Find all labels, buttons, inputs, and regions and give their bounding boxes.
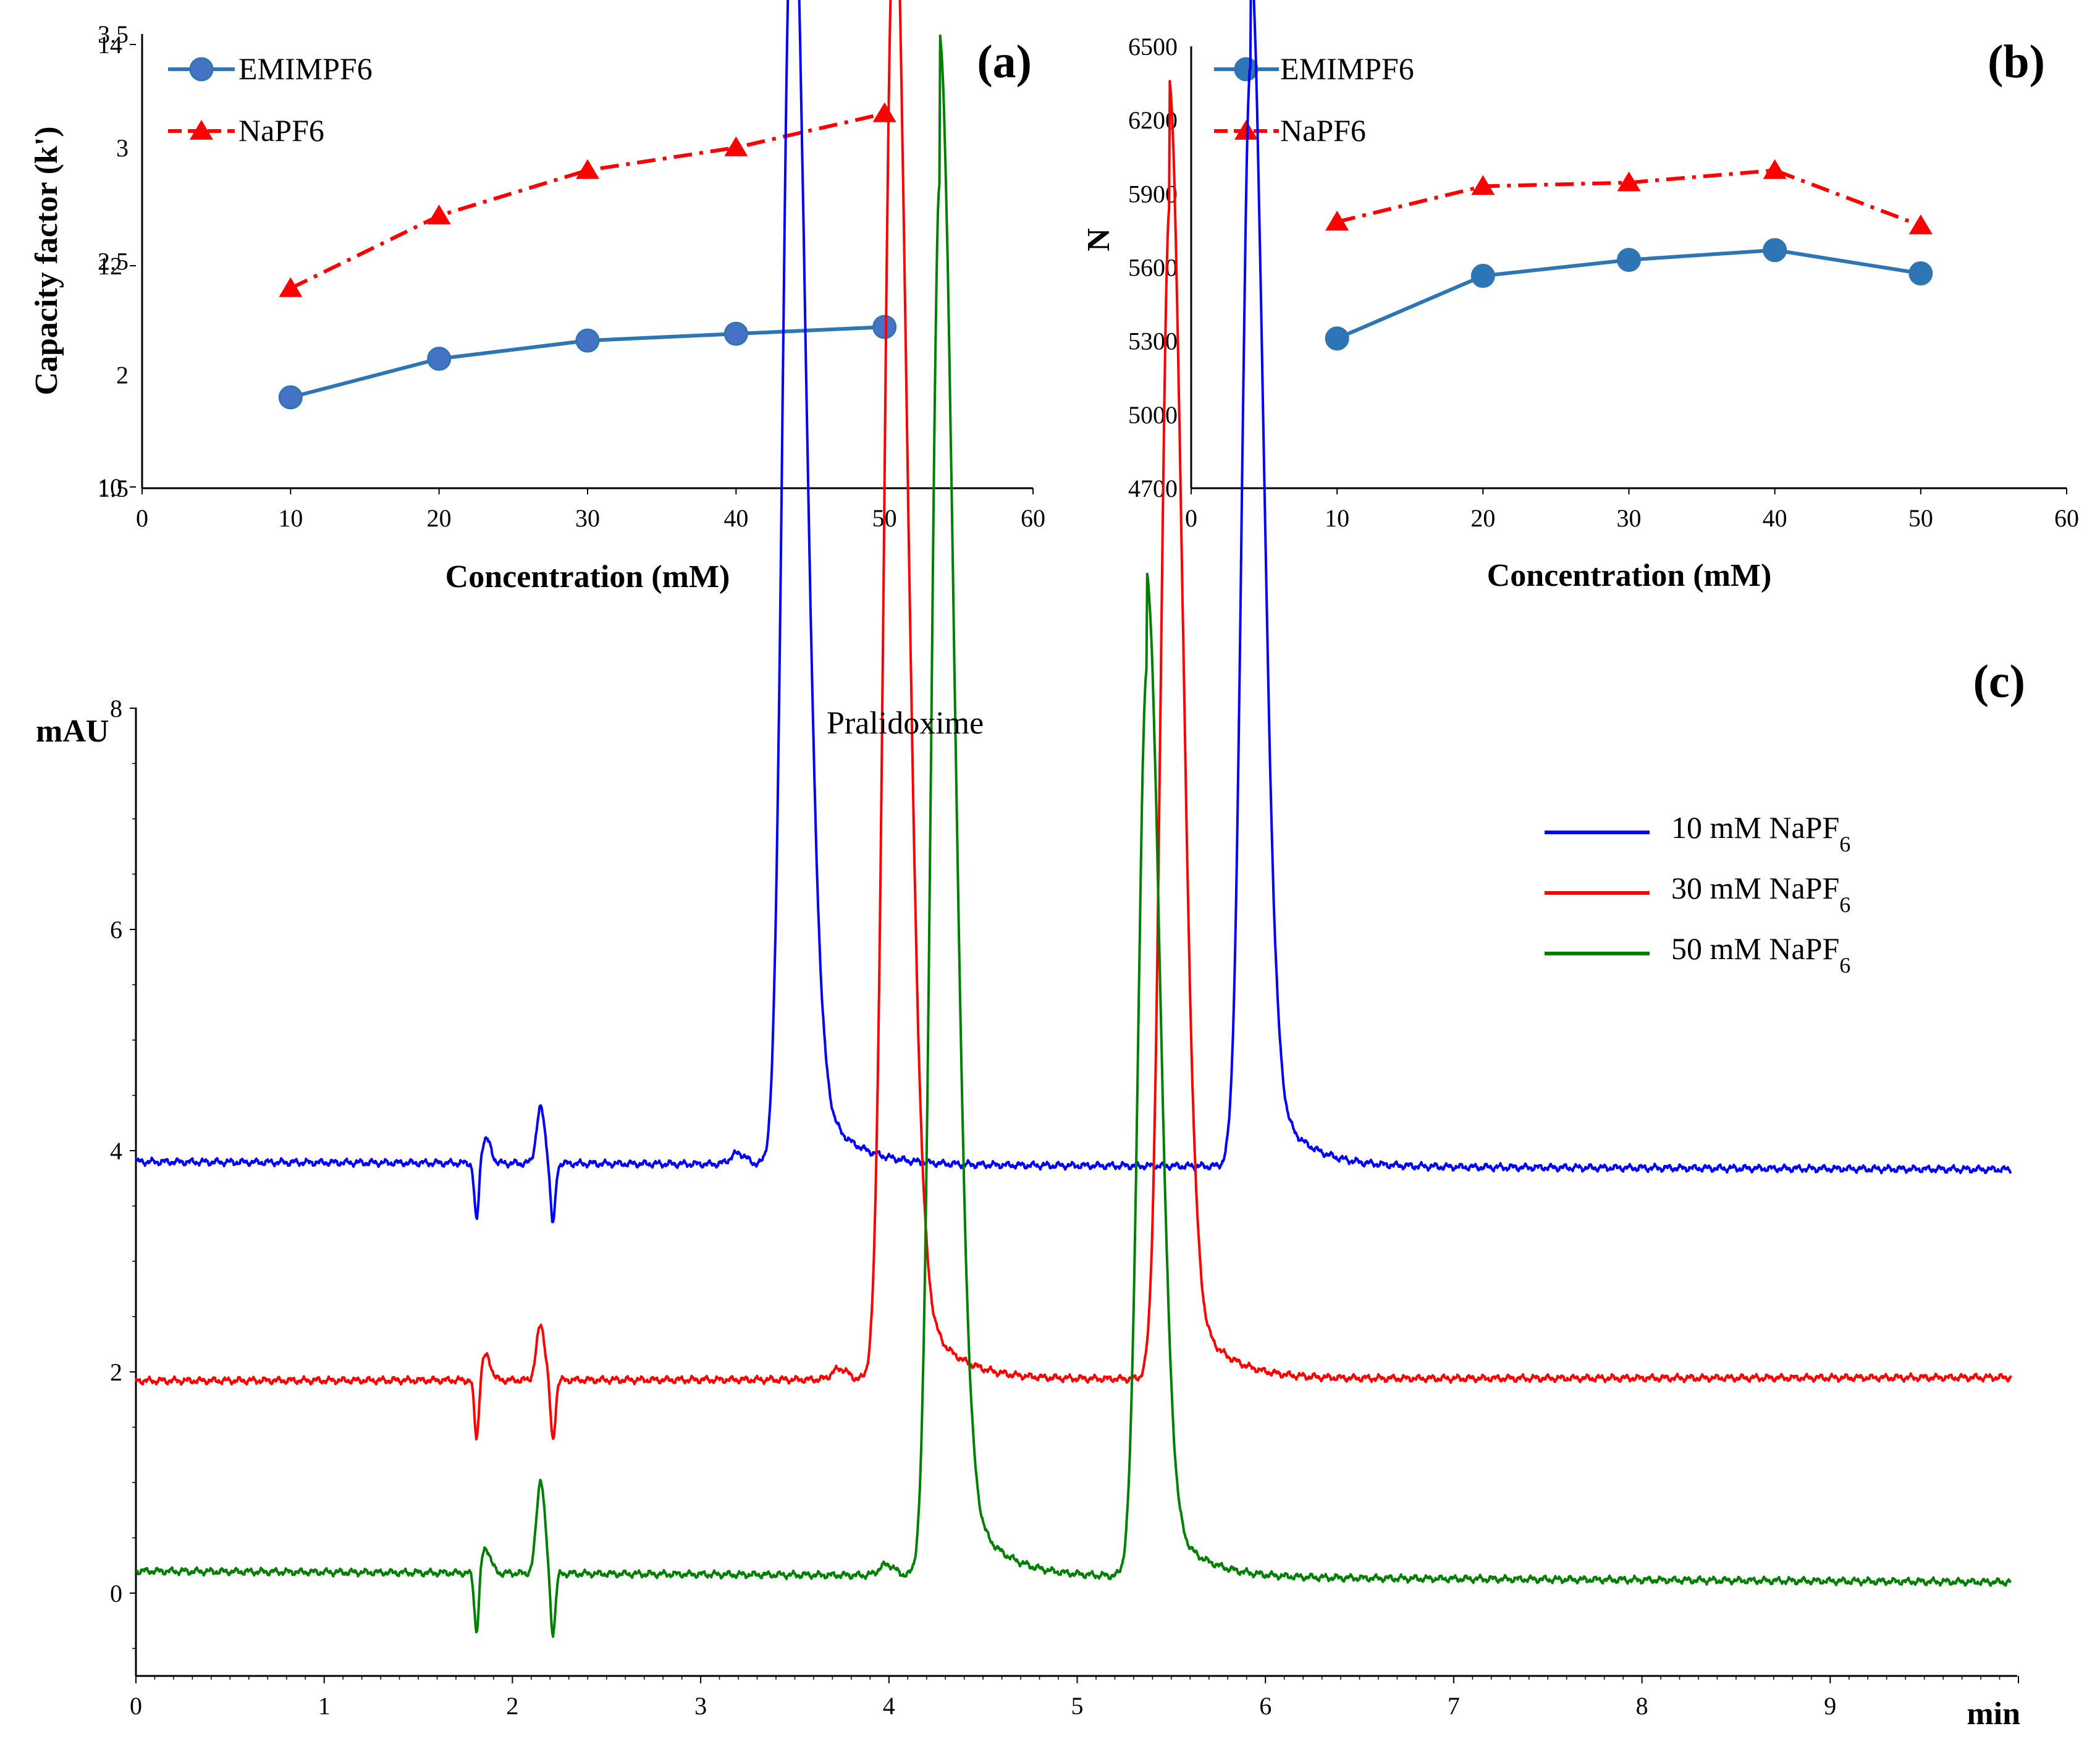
panel-c-x-tick-label: 0: [130, 1692, 142, 1720]
panel-b-point-napf6: [1617, 171, 1641, 192]
panel-c-x-tick-label: 5: [1071, 1692, 1084, 1720]
panel-b-x-ticks: 0 10 20 30 40 50 60: [1185, 488, 2079, 532]
panel-c-x-tick-label: 9: [1824, 1692, 1836, 1720]
panel-b-series: [1325, 159, 1933, 351]
panel-b-legend-marker-napf6: [1234, 120, 1258, 140]
panel-c-y-tick-label: 2: [110, 1358, 122, 1386]
panel-c-x-tick-label: 6: [1259, 1692, 1271, 1720]
panel-c-y-tick-label: 0: [110, 1580, 122, 1607]
panel-a-point-emimpf6: [427, 347, 452, 371]
panel-c-legend-label-10mm: 10 mM NaPF6: [1671, 810, 1850, 857]
panel-a-point-napf6: [427, 205, 451, 224]
chromatogram-trace-30mm: [135, 0, 2012, 1440]
panel-b-point-napf6: [1471, 175, 1495, 195]
panel-b-point-emimpf6: [1470, 263, 1495, 288]
panel-a-point-emimpf6: [723, 321, 748, 346]
panel-b-legend-label-emimpf6: EMIMPF6: [1280, 51, 1414, 86]
panel-a-point-emimpf6: [575, 328, 600, 353]
panel-b-legend-label-napf6: NaPF6: [1280, 113, 1366, 148]
panel-c-x-tick-label: 7: [1448, 1692, 1460, 1720]
panel-c-y-tick-label: 6: [110, 916, 122, 944]
panel-a-y-tick-label: 3: [116, 134, 129, 162]
panel-a-point-napf6: [724, 136, 748, 156]
panel-b-x-tick-label: 60: [2054, 504, 2079, 532]
chromatogram-trace-50mm: [135, 34, 2012, 1638]
panel-a-x-tick-label: 40: [723, 504, 748, 532]
panel-a-x-tick-label: 20: [427, 504, 452, 532]
panel-a-legend-marker-napf6: [190, 120, 213, 140]
panel-b-x-tick-label: 40: [1763, 504, 1787, 532]
panel-c-x-tick-label: 2: [506, 1692, 518, 1720]
panel-a-label: (a): [977, 36, 1032, 88]
panel-c-y-tick-label: 14: [98, 31, 122, 59]
panel-a-point-napf6: [279, 277, 303, 297]
panel-b-x-tick-label: 10: [1325, 504, 1349, 532]
panel-b-x-tick-label: 50: [1908, 504, 1933, 532]
pralidoxime-annotation: Pralidoxime: [827, 706, 984, 741]
panel-c-legend-label-50mm: 50 mM NaPF6: [1671, 931, 1850, 978]
panel-b-x-label: Concentration (mM): [1487, 558, 1772, 593]
panel-b-point-napf6: [1763, 159, 1787, 179]
panel-b-label: (b): [1988, 36, 2045, 88]
panel-c-x-tick-label: 1: [318, 1692, 331, 1720]
panel-a-legend-label-emimpf6: EMIMPF6: [238, 51, 373, 86]
panel-b-x-tick-label: 30: [1617, 504, 1642, 532]
chromatogram-trace-10mm: [135, 0, 2012, 1224]
panel-a-y-tick-label: 2: [116, 361, 129, 389]
panel-a-legend-marker-emimpf6: [189, 57, 214, 82]
panel-b-x-tick-label: 0: [1185, 504, 1197, 532]
panel-a-point-napf6: [576, 159, 599, 179]
panel-a-y-tick-label: 2.5: [98, 248, 129, 276]
panel-c-y-ticks: 0 2 4 6 8 10 12 14: [98, 31, 136, 1607]
panel-c-legend-label-30mm: 30 mM NaPF6: [1671, 871, 1850, 917]
panel-b-legend-marker-emimpf6: [1234, 57, 1259, 82]
panel-c-x-tick-label: 8: [1636, 1692, 1648, 1720]
panel-a-legend-label-napf6: NaPF6: [238, 113, 324, 148]
panel-b-point-emimpf6: [1908, 261, 1933, 286]
panel-c-y-tick-label: 10: [98, 473, 122, 501]
panel-a-x-tick-label: 0: [136, 504, 148, 532]
panel-a-x-tick-label: 30: [575, 504, 600, 532]
panel-b-point-emimpf6: [1763, 238, 1787, 263]
panel-c-y-label: mAU: [36, 714, 109, 749]
panel-b-y-tick-label: 4700: [1128, 475, 1178, 502]
panel-c-x-tick-label: 4: [883, 1692, 895, 1720]
panel-a-point-emimpf6: [278, 385, 303, 410]
panel-b-y-label: N: [1081, 228, 1116, 252]
panel-c-x-label: min: [1967, 1696, 2020, 1732]
panel-a-legend: EMIMPF6 NaPF6: [168, 51, 373, 148]
panel-c-y-tick-label: 12: [98, 252, 122, 280]
panel-b-y-tick-label: 5600: [1128, 254, 1178, 282]
panel-c-x-ticks: 0 1 2 3 4 5 6 7 8 9: [130, 1692, 1836, 1720]
panel-b-point-emimpf6: [1325, 326, 1349, 351]
panel-a-y-ticks: 1.5 2 2.5 3 3.5: [98, 20, 129, 502]
panel-c-series: [135, 0, 2012, 1638]
panel-b-y-tick-label: 6500: [1128, 33, 1178, 61]
panel-b-x-tick-label: 20: [1470, 504, 1495, 532]
panel-a-x-label: Concentration (mM): [445, 559, 730, 594]
panel-b-y-tick-label: 5000: [1128, 401, 1178, 429]
panel-b-point-emimpf6: [1617, 248, 1641, 273]
panel-b-point-napf6: [1908, 214, 1933, 234]
panel-c-y-tick-label: 4: [110, 1137, 122, 1165]
panel-c-y-tick-label: 8: [110, 695, 122, 722]
panel-b-point-napf6: [1325, 211, 1349, 231]
panel-a-x-tick-label: 10: [278, 504, 303, 532]
panel-a-x-tick-label: 60: [1021, 504, 1045, 532]
panel-a-y-tick-label: 3.5: [98, 20, 129, 48]
panel-c-x-tick-label: 3: [694, 1692, 707, 1720]
panel-a-y-tick-label: 1.5: [98, 475, 129, 502]
panel-b-legend: EMIMPF6 NaPF6: [1214, 51, 1414, 148]
panel-a-y-label: Capacity factor (k'): [29, 126, 64, 395]
panel-c-legend: 10 mM NaPF6 30 mM NaPF6 50 mM NaPF6: [1545, 810, 1850, 978]
panel-a-point-emimpf6: [872, 315, 897, 339]
panel-b-line-napf6: [1336, 168, 1921, 227]
panel-c-label: (c): [1973, 656, 2025, 708]
panel-b-y-tick-label: 5300: [1128, 328, 1178, 355]
panel-a-point-napf6: [872, 102, 896, 122]
